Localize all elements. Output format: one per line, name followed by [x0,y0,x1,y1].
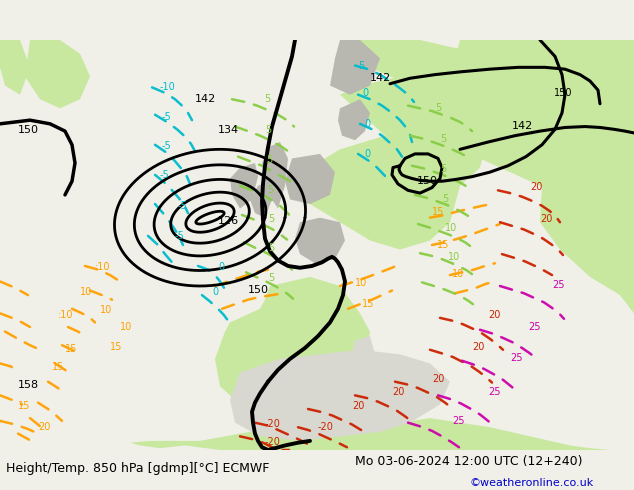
Text: 20: 20 [352,401,365,411]
Text: 5: 5 [442,194,448,204]
Text: 5: 5 [264,94,270,104]
Polygon shape [338,99,370,140]
Text: 150: 150 [417,176,438,186]
Polygon shape [230,350,450,441]
Text: 15: 15 [362,299,374,309]
Text: -10: -10 [160,82,176,92]
Text: Mo 03-06-2024 12:00 UTC (12+240): Mo 03-06-2024 12:00 UTC (12+240) [355,455,583,467]
Text: 5: 5 [268,244,275,253]
Polygon shape [262,142,288,209]
Polygon shape [375,40,510,122]
Polygon shape [250,181,272,218]
Text: 142: 142 [512,122,533,131]
Polygon shape [130,418,634,450]
Text: 20: 20 [392,387,404,397]
Text: Height/Temp. 850 hPa [gdmp][°C] ECMWF: Height/Temp. 850 hPa [gdmp][°C] ECMWF [6,462,269,474]
Text: 20: 20 [540,214,552,224]
Polygon shape [340,40,634,149]
Text: 5: 5 [440,134,446,144]
Text: 25: 25 [552,280,564,290]
Text: 0: 0 [364,120,370,129]
Text: 150: 150 [248,285,269,295]
Text: 5: 5 [268,214,275,224]
Polygon shape [285,154,335,204]
Polygon shape [350,336,375,377]
Text: 10: 10 [80,287,93,297]
Text: 0: 0 [364,148,370,159]
Text: 5: 5 [265,125,271,135]
Text: 142: 142 [370,73,391,83]
Text: 15: 15 [432,207,444,217]
Text: 5: 5 [266,155,272,165]
Text: -20: -20 [265,419,281,429]
Text: 20: 20 [38,422,50,432]
Text: 10: 10 [448,252,460,263]
Text: 5: 5 [267,185,273,195]
Text: 5: 5 [440,164,446,174]
Text: 25: 25 [510,353,522,363]
Text: 20: 20 [530,182,542,193]
Text: 15: 15 [110,342,122,352]
Text: -5: -5 [160,171,170,180]
Polygon shape [330,40,380,95]
Text: 10: 10 [100,305,112,316]
Text: 10: 10 [120,322,133,332]
Text: 150: 150 [554,89,573,98]
Text: 20: 20 [488,310,500,320]
Text: 10: 10 [452,269,464,279]
Text: 10: 10 [355,278,367,288]
Text: 15: 15 [52,362,65,372]
Polygon shape [300,131,460,249]
Text: 150: 150 [18,125,39,135]
Text: -20: -20 [265,438,281,447]
Polygon shape [250,277,360,368]
Text: 15: 15 [437,240,450,250]
Polygon shape [440,40,634,222]
Text: :10: :10 [58,310,74,320]
Text: 158: 158 [18,380,39,390]
Text: 5: 5 [358,61,365,71]
Text: -5: -5 [178,200,188,211]
Polygon shape [295,218,345,263]
Text: 10: 10 [445,223,457,233]
Text: 15: 15 [18,401,30,411]
Text: -5: -5 [162,141,172,151]
Text: 20: 20 [432,374,444,384]
Text: 15: 15 [65,343,77,354]
Text: 5: 5 [435,103,441,113]
Text: -20: -20 [318,422,334,432]
Text: 126: 126 [218,216,239,226]
Text: 25: 25 [488,387,500,397]
Text: 5: 5 [268,273,275,283]
Text: 0: 0 [362,89,368,98]
Text: :10: :10 [95,262,110,271]
Text: 20: 20 [472,342,484,352]
Text: 25: 25 [452,416,465,426]
Text: -5: -5 [162,112,172,122]
Text: 25: 25 [528,322,541,332]
Polygon shape [25,40,90,108]
Text: 0: 0 [212,287,218,297]
Text: 0: 0 [218,262,224,271]
Text: -5: -5 [175,231,184,241]
Polygon shape [340,76,490,186]
Text: 142: 142 [195,94,216,104]
Polygon shape [540,40,634,313]
Text: ©weatheronline.co.uk: ©weatheronline.co.uk [469,478,593,488]
Text: 134: 134 [218,125,239,135]
Polygon shape [330,313,370,414]
Polygon shape [0,40,30,95]
Polygon shape [215,304,330,414]
Polygon shape [230,163,258,209]
